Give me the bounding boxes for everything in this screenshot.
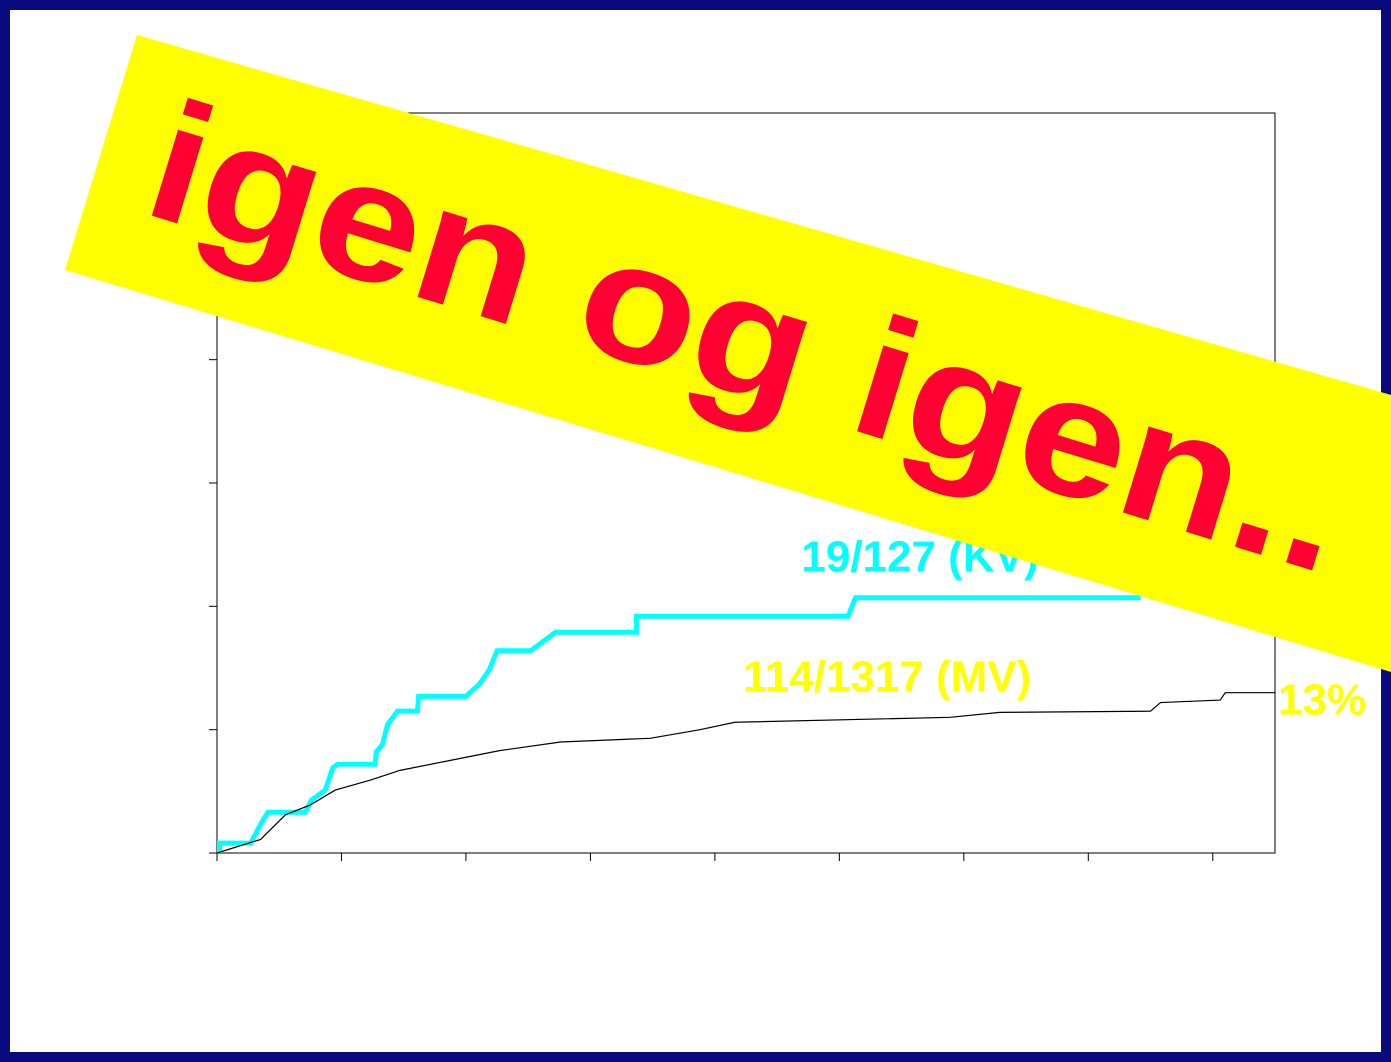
- end-label: 13%: [1278, 676, 1366, 725]
- banner: [65, 35, 1391, 672]
- plot: [209, 112, 1276, 861]
- series-line: [216, 595, 1141, 853]
- series-line: [216, 692, 1275, 854]
- series-label: 114/1317 (MV): [743, 653, 1032, 702]
